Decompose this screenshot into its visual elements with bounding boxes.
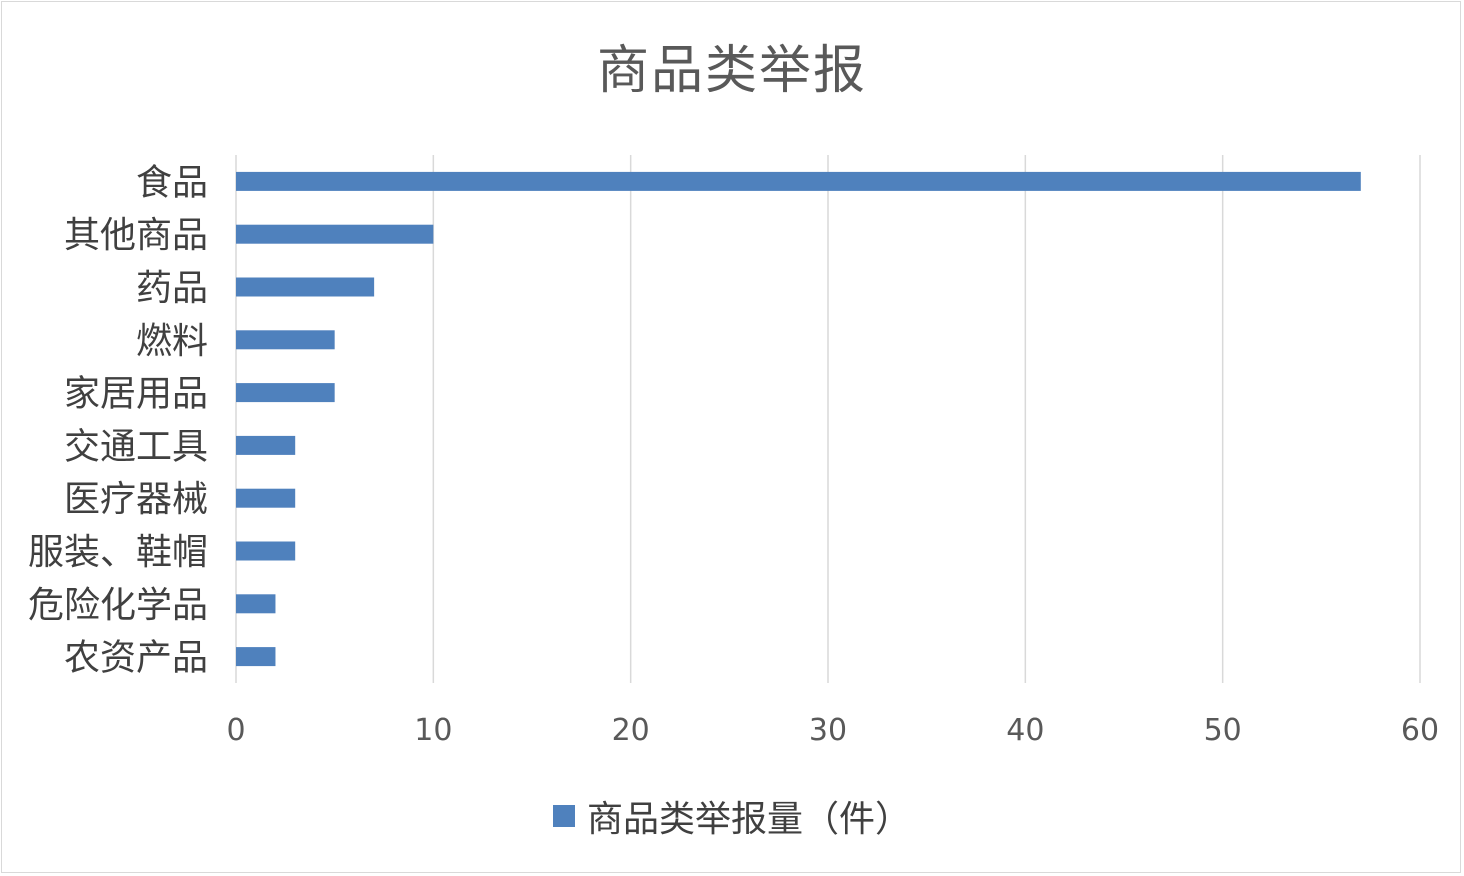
chart-title: 商品类举报 [596,41,867,101]
legend-label: 商品类举报量（件） [586,799,911,840]
bar [236,435,296,455]
category-label: 服装、鞋帽 [28,532,208,573]
bar [236,488,296,508]
legend: 商品类举报量（件） [0,790,1464,842]
category-label: 食品 [136,162,208,203]
x-tick-label: 60 [1401,713,1439,748]
bar [236,171,1361,191]
category-label: 燃料 [136,321,208,362]
x-tick-label: 0 [226,713,245,748]
bar [236,224,434,244]
x-tick-label: 40 [1006,713,1044,748]
category-label: 危险化学品 [28,585,208,626]
x-tick-label: 20 [612,713,650,748]
bar [236,277,375,297]
category-label: 交通工具 [64,426,208,467]
category-label: 家居用品 [64,374,208,415]
category-label: 其他商品 [64,215,208,256]
x-tick-label: 30 [809,713,847,748]
x-tick-label: 10 [414,713,452,748]
bar [236,383,335,403]
bar [236,541,296,561]
x-tick-label: 50 [1204,713,1242,748]
bar [236,647,276,667]
legend-swatch [552,805,575,827]
category-label: 农资产品 [64,638,208,679]
bar [236,330,335,350]
bar [236,594,276,614]
category-label: 药品 [136,268,208,309]
category-label: 医疗器械 [64,479,208,520]
